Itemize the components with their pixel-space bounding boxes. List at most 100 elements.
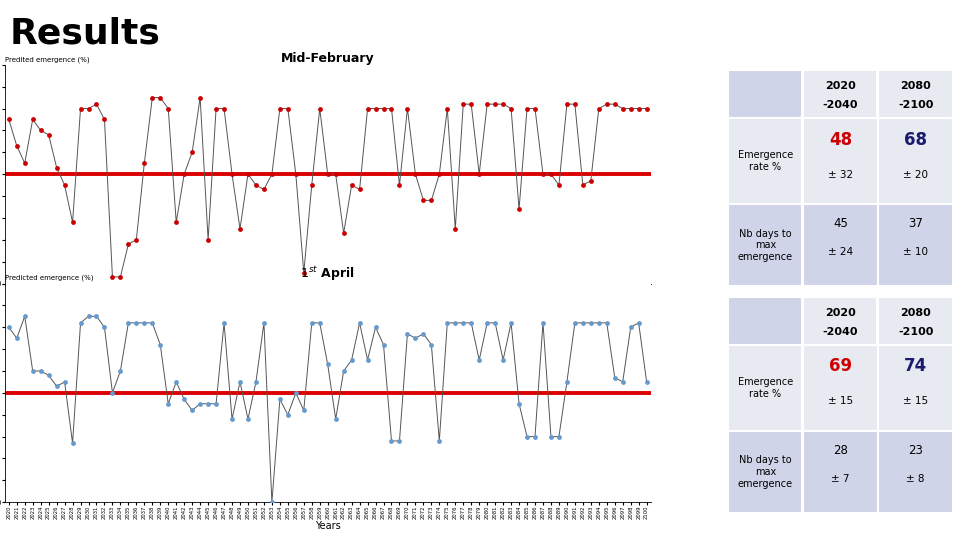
- Point: [65, 439, 81, 448]
- Point: [25, 115, 40, 124]
- Text: 69: 69: [828, 357, 852, 375]
- Point: [145, 93, 160, 102]
- Point: [479, 319, 494, 327]
- Point: [312, 104, 327, 113]
- Point: [471, 356, 487, 364]
- Point: [49, 382, 64, 390]
- Bar: [878, 204, 953, 286]
- Point: [432, 437, 447, 445]
- Point: [304, 319, 320, 327]
- Point: [296, 406, 311, 415]
- Point: [560, 100, 575, 109]
- Point: [360, 104, 375, 113]
- Point: [136, 159, 152, 167]
- Point: [249, 181, 264, 190]
- Point: [551, 432, 566, 441]
- Point: [471, 170, 487, 178]
- Point: [328, 170, 344, 178]
- Point: [591, 319, 607, 327]
- Point: [256, 185, 272, 194]
- Point: [1, 115, 16, 124]
- Point: [352, 319, 368, 327]
- Point: [225, 415, 240, 423]
- Point: [112, 367, 128, 375]
- Point: [408, 170, 423, 178]
- Point: [456, 100, 471, 109]
- Text: 68: 68: [904, 131, 927, 149]
- Point: [112, 273, 128, 281]
- Point: [479, 100, 494, 109]
- Bar: [803, 70, 877, 118]
- Point: [456, 319, 471, 327]
- Bar: [728, 297, 803, 345]
- Text: 74: 74: [904, 357, 927, 375]
- Point: [184, 148, 200, 157]
- Text: ± 15: ± 15: [828, 396, 853, 407]
- Text: 2080: 2080: [900, 81, 931, 91]
- Text: ± 20: ± 20: [903, 170, 928, 180]
- Point: [464, 319, 479, 327]
- Point: [320, 360, 335, 369]
- Text: -2100: -2100: [898, 100, 933, 111]
- Text: 48: 48: [828, 131, 852, 149]
- Text: Emergence
rate %: Emergence rate %: [737, 150, 793, 172]
- Point: [9, 334, 24, 342]
- Point: [560, 377, 575, 386]
- Point: [399, 329, 415, 338]
- X-axis label: Years: Years: [315, 521, 341, 531]
- Bar: [803, 297, 877, 345]
- Point: [105, 273, 120, 281]
- Bar: [878, 345, 953, 431]
- Point: [599, 100, 614, 109]
- Point: [121, 319, 136, 327]
- Point: [216, 104, 231, 113]
- Point: [17, 312, 33, 321]
- Text: 37: 37: [908, 217, 924, 230]
- Point: [288, 389, 303, 397]
- Point: [376, 104, 392, 113]
- Point: [65, 218, 81, 227]
- Point: [368, 323, 383, 332]
- Point: [384, 437, 399, 445]
- Point: [320, 170, 335, 178]
- Bar: [878, 431, 953, 513]
- Point: [447, 319, 463, 327]
- Point: [280, 410, 296, 419]
- Point: [399, 104, 415, 113]
- Point: [17, 159, 33, 167]
- Point: [416, 329, 431, 338]
- Point: [105, 389, 120, 397]
- Text: ± 32: ± 32: [828, 170, 853, 180]
- Point: [639, 104, 655, 113]
- Point: [89, 100, 105, 109]
- Point: [97, 115, 112, 124]
- Point: [567, 100, 583, 109]
- Point: [519, 432, 535, 441]
- Point: [392, 181, 407, 190]
- Point: [177, 170, 192, 178]
- Bar: [803, 431, 877, 513]
- Point: [296, 268, 311, 277]
- Point: [336, 229, 351, 238]
- Bar: [728, 70, 803, 118]
- Text: Predited emergence (%): Predited emergence (%): [5, 56, 89, 63]
- Text: 28: 28: [833, 444, 848, 457]
- Text: 2020: 2020: [825, 308, 856, 318]
- Point: [423, 340, 439, 349]
- Text: 2020-2040: 2020-2040: [65, 323, 107, 332]
- Point: [639, 377, 655, 386]
- Text: ± 15: ± 15: [903, 396, 928, 407]
- Point: [169, 377, 184, 386]
- Point: [519, 104, 535, 113]
- Point: [49, 163, 64, 172]
- Point: [129, 235, 144, 244]
- Point: [288, 170, 303, 178]
- Text: Nb days to
max
emergence: Nb days to max emergence: [737, 455, 793, 489]
- Point: [81, 312, 96, 321]
- Point: [447, 225, 463, 233]
- Bar: [728, 431, 803, 513]
- Point: [440, 104, 455, 113]
- Text: Nb days to
max
emergence: Nb days to max emergence: [737, 228, 793, 262]
- Point: [360, 356, 375, 364]
- Point: [240, 170, 255, 178]
